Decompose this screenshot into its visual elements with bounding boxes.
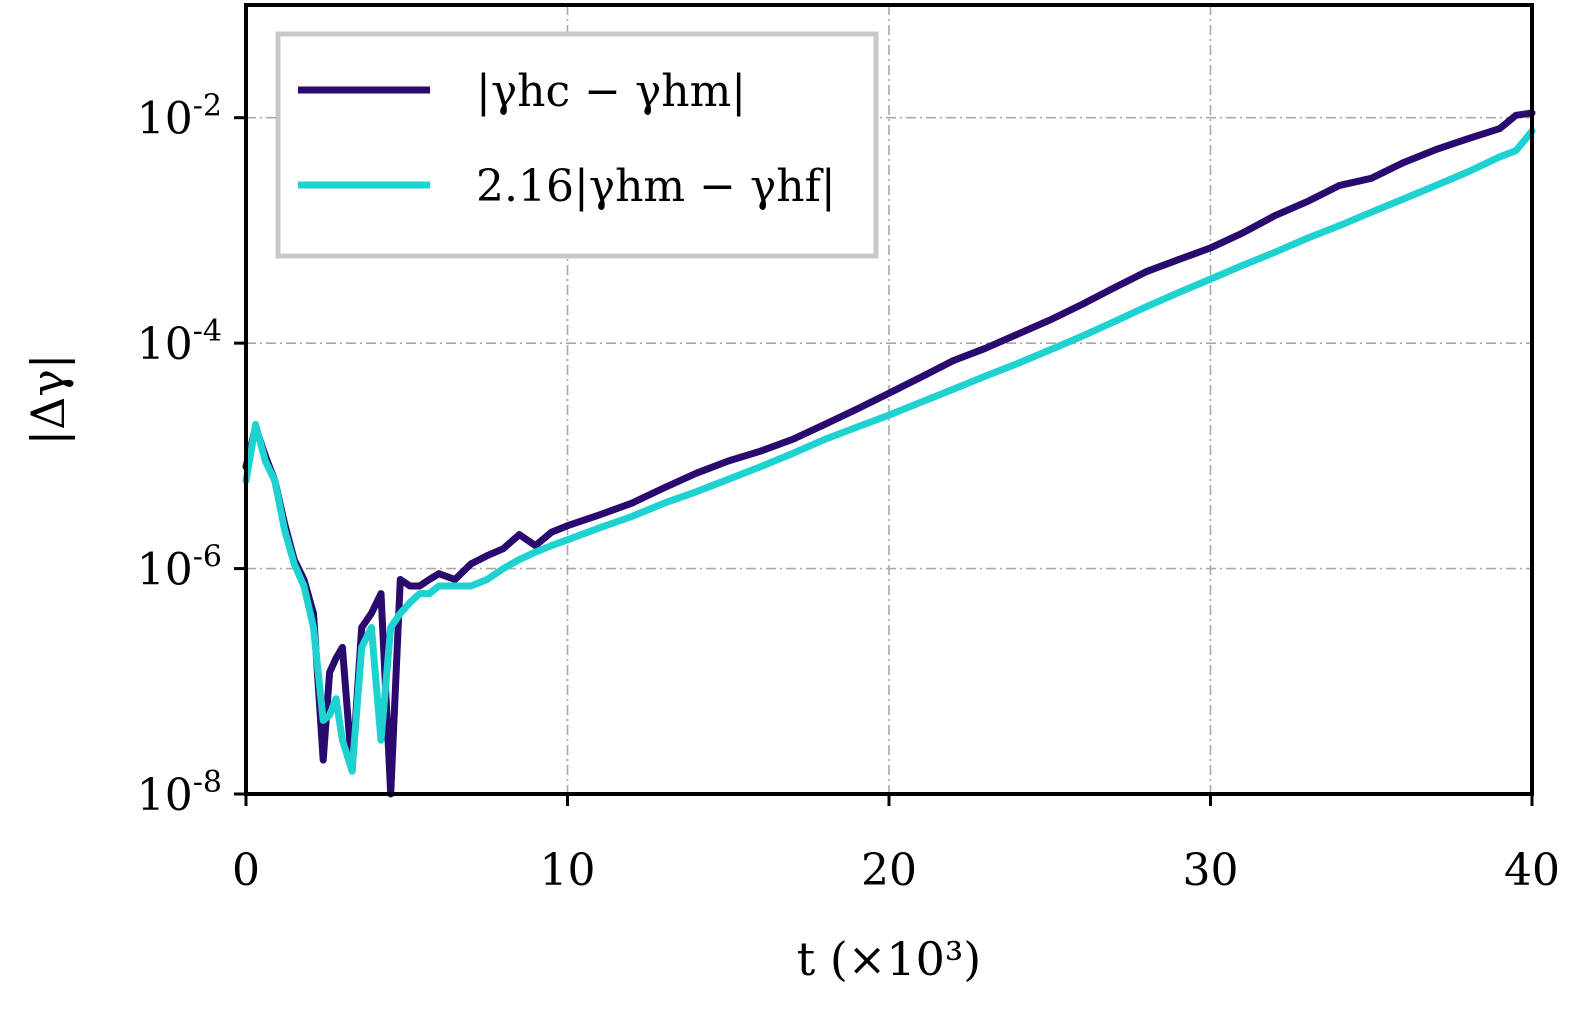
x-tick-label: 10 (540, 845, 596, 896)
x-axis-label: t (×10³) (797, 932, 982, 986)
legend: |γhc − γhm| 2.16|γhm − γhf| (275, 31, 879, 259)
x-tick-label: 30 (1183, 845, 1239, 896)
y-tick-label: 10-6 (137, 540, 222, 596)
series-line-1 (242, 109, 1536, 798)
y-tick-label: 10-8 (137, 765, 222, 821)
x-tick-label: 40 (1504, 845, 1560, 896)
x-tick-label: 0 (232, 845, 260, 896)
legend-label-series-2: 2.16|γhm − γhf| (476, 161, 836, 212)
series-line-2 (242, 127, 1536, 775)
y-tick-label: 10-4 (137, 314, 222, 370)
legend-box (275, 31, 879, 259)
legend-label-series-1: |γhc − γhm| (476, 66, 746, 117)
y-axis-label: |Δγ| (21, 354, 75, 446)
series-layer (242, 109, 1536, 798)
y-tick-label: 10-2 (137, 89, 222, 145)
ticks: 0 10 20 30 40 10-8 10-6 10-4 10-2 (137, 89, 1560, 896)
x-tick-label: 20 (861, 845, 917, 896)
